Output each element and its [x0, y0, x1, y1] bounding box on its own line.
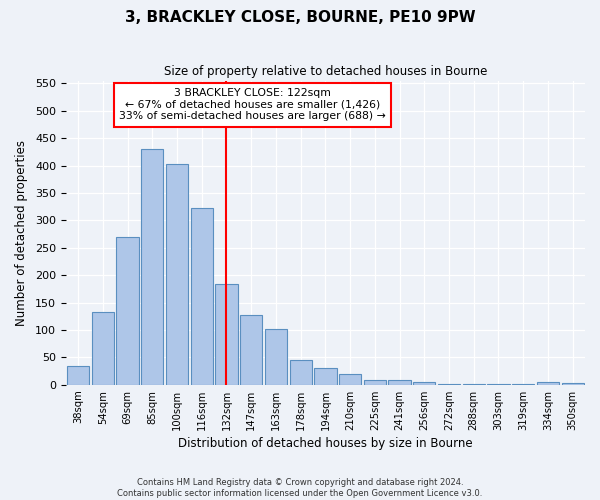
Bar: [537, 382, 559, 385]
Bar: [116, 237, 139, 385]
Bar: [562, 383, 584, 385]
Bar: [314, 368, 337, 385]
Bar: [240, 314, 262, 385]
Title: Size of property relative to detached houses in Bourne: Size of property relative to detached ho…: [164, 65, 487, 78]
Bar: [67, 366, 89, 385]
Bar: [215, 284, 238, 385]
Bar: [290, 360, 312, 385]
Bar: [487, 384, 509, 385]
Bar: [191, 208, 213, 385]
Y-axis label: Number of detached properties: Number of detached properties: [15, 140, 28, 326]
Text: 3, BRACKLEY CLOSE, BOURNE, PE10 9PW: 3, BRACKLEY CLOSE, BOURNE, PE10 9PW: [125, 10, 475, 25]
Bar: [364, 380, 386, 385]
Text: 3 BRACKLEY CLOSE: 122sqm
← 67% of detached houses are smaller (1,426)
33% of sem: 3 BRACKLEY CLOSE: 122sqm ← 67% of detach…: [119, 88, 386, 122]
Bar: [463, 384, 485, 385]
X-axis label: Distribution of detached houses by size in Bourne: Distribution of detached houses by size …: [178, 437, 473, 450]
Bar: [388, 380, 410, 385]
Bar: [339, 374, 361, 385]
Bar: [166, 164, 188, 385]
Bar: [92, 312, 114, 385]
Bar: [413, 382, 436, 385]
Bar: [265, 329, 287, 385]
Bar: [512, 384, 535, 385]
Text: Contains HM Land Registry data © Crown copyright and database right 2024.
Contai: Contains HM Land Registry data © Crown c…: [118, 478, 482, 498]
Bar: [438, 384, 460, 385]
Bar: [141, 149, 163, 385]
